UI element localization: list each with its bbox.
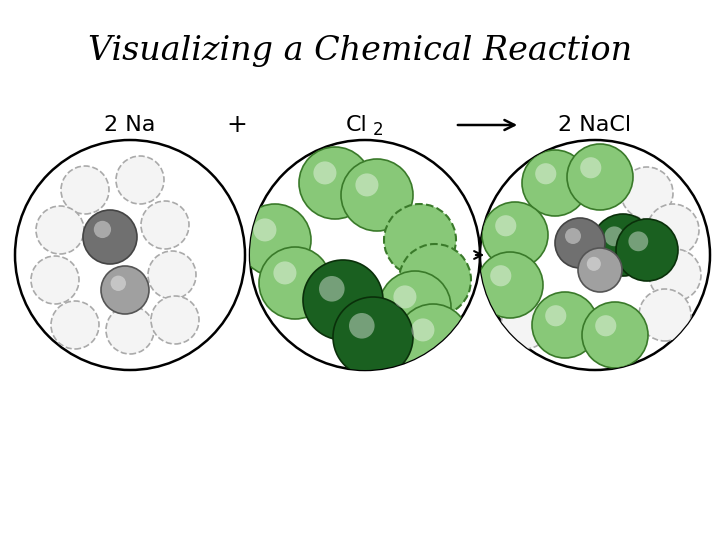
Text: Visualizing a Chemical Reaction: Visualizing a Chemical Reaction (88, 35, 632, 67)
Circle shape (411, 319, 434, 341)
Circle shape (495, 215, 516, 237)
Circle shape (595, 315, 616, 336)
Circle shape (621, 167, 673, 219)
Circle shape (647, 204, 699, 256)
Circle shape (274, 261, 297, 285)
Circle shape (111, 275, 126, 291)
Circle shape (116, 156, 164, 204)
Circle shape (141, 201, 189, 249)
Circle shape (61, 166, 109, 214)
Circle shape (616, 219, 678, 281)
Circle shape (629, 232, 648, 251)
Circle shape (567, 144, 633, 210)
Circle shape (532, 292, 598, 358)
Circle shape (535, 163, 557, 184)
Circle shape (580, 157, 601, 178)
Circle shape (101, 266, 149, 314)
Circle shape (299, 147, 371, 219)
Circle shape (582, 302, 648, 368)
Text: 2 Na: 2 Na (104, 115, 156, 135)
Circle shape (482, 202, 548, 268)
Circle shape (477, 252, 543, 318)
Circle shape (649, 249, 701, 301)
Circle shape (151, 296, 199, 344)
Circle shape (522, 150, 588, 216)
Text: 2 NaCl: 2 NaCl (559, 115, 631, 135)
Circle shape (349, 313, 374, 339)
Circle shape (313, 161, 336, 185)
Text: Cl: Cl (346, 115, 368, 135)
Circle shape (501, 301, 549, 349)
Circle shape (399, 244, 471, 316)
Circle shape (397, 304, 469, 376)
Circle shape (490, 265, 511, 286)
Circle shape (250, 140, 480, 370)
Circle shape (259, 247, 331, 319)
Circle shape (587, 257, 601, 271)
Circle shape (83, 210, 137, 264)
Circle shape (341, 159, 413, 231)
Circle shape (639, 289, 691, 341)
Circle shape (106, 306, 154, 354)
Circle shape (239, 204, 311, 276)
Circle shape (578, 248, 622, 292)
Circle shape (356, 173, 379, 197)
Circle shape (555, 218, 605, 268)
Text: +: + (227, 113, 248, 137)
Circle shape (545, 305, 567, 326)
Circle shape (303, 260, 383, 340)
Circle shape (592, 214, 654, 276)
Circle shape (36, 206, 84, 254)
Circle shape (565, 228, 581, 244)
Circle shape (253, 218, 276, 241)
Circle shape (15, 140, 245, 370)
Circle shape (319, 276, 345, 302)
Circle shape (333, 297, 413, 377)
Circle shape (393, 286, 416, 308)
Circle shape (379, 271, 451, 343)
Circle shape (604, 226, 624, 246)
Circle shape (51, 301, 99, 349)
Circle shape (94, 221, 111, 238)
Circle shape (384, 204, 456, 276)
Circle shape (480, 140, 710, 370)
Circle shape (148, 251, 196, 299)
Text: 2: 2 (373, 121, 384, 139)
Circle shape (31, 256, 79, 304)
